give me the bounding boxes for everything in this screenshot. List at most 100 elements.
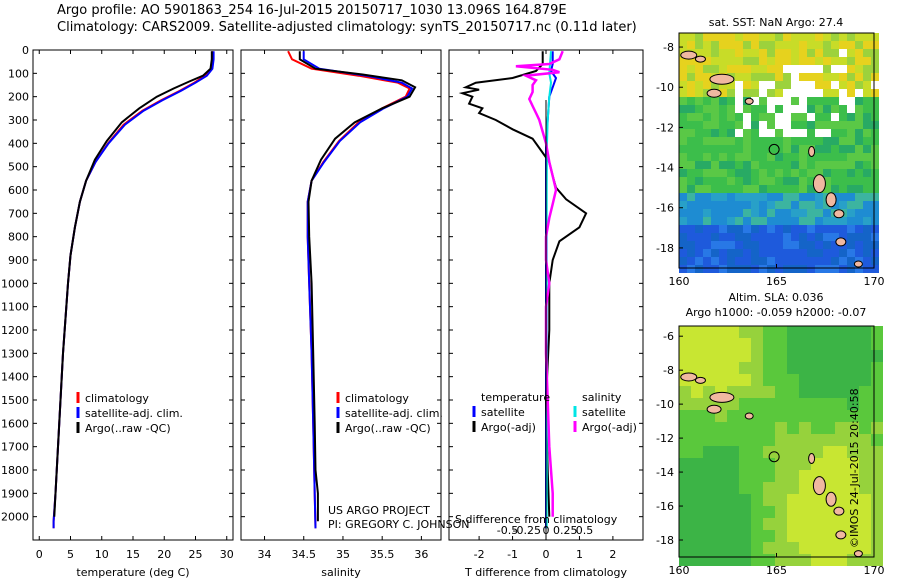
map-cell: [783, 257, 791, 265]
map-cell: [863, 249, 871, 257]
map-cell: [799, 193, 807, 201]
map-cell: [679, 137, 687, 145]
map-cell: [751, 506, 763, 518]
map-cell: [839, 225, 847, 233]
map-cell: [735, 233, 743, 241]
map-cell: [679, 257, 687, 265]
map-cell: [807, 233, 815, 241]
map-cell: [871, 338, 883, 350]
map-cell: [751, 446, 763, 458]
map-cell: [695, 105, 703, 113]
map-cell: [863, 193, 871, 201]
map-cell: [871, 386, 883, 398]
map-cell: [855, 209, 863, 217]
map-cell: [783, 217, 791, 225]
map-cell: [775, 89, 783, 97]
map-cell: [751, 542, 763, 554]
map-cell: [847, 185, 855, 193]
map-cell: [743, 193, 751, 201]
map-cell: [711, 225, 719, 233]
map-cell: [751, 169, 759, 177]
map-cell: [839, 249, 847, 257]
map-cell: [859, 458, 871, 470]
map-cell: [855, 217, 863, 225]
map-cell: [751, 530, 763, 542]
map-cell: [799, 249, 807, 257]
map-cell: [871, 193, 879, 201]
map-cell: [863, 209, 871, 217]
map-cell: [739, 506, 751, 518]
map-cell: [743, 209, 751, 217]
map-cell: [695, 97, 703, 105]
map-cell: [863, 145, 871, 153]
map-cell: [859, 326, 871, 338]
map-cell: [863, 33, 871, 41]
map-cell: [807, 121, 815, 129]
map-cell: [807, 41, 815, 49]
map-cell: [759, 225, 767, 233]
header-title-line1: Argo profile: AO 5901863_254 16-Jul-2015…: [57, 3, 567, 18]
island-shape: [706, 88, 722, 98]
map-cell: [847, 145, 855, 153]
map-cell: [767, 177, 775, 185]
ytick-label: -8: [663, 364, 674, 377]
map-cell: [811, 410, 823, 422]
map-cell: [767, 113, 775, 121]
map-cell: [799, 225, 807, 233]
island-shape: [694, 55, 706, 63]
map-cell: [835, 398, 847, 410]
map-cell: [787, 362, 799, 374]
map-cell: [775, 386, 787, 398]
map-cell: [775, 458, 787, 470]
xtick-label: 34: [258, 548, 272, 561]
xtick-top-label: 0.25: [553, 524, 578, 537]
map-cell: [815, 65, 823, 73]
map-cell: [751, 518, 763, 530]
map-cell: [807, 241, 815, 249]
legend-label: salinity: [582, 391, 622, 404]
map-cell: [815, 137, 823, 145]
map-cell: [791, 193, 799, 201]
map-cell: [743, 161, 751, 169]
map-cell: [831, 257, 839, 265]
map-cell: [695, 81, 703, 89]
map-cell: [751, 362, 763, 374]
map-cell: [711, 161, 719, 169]
map-cell: [847, 470, 859, 482]
map-cell: [679, 153, 687, 161]
map-cell: [679, 518, 691, 530]
map-cell: [727, 33, 735, 41]
island-shape: [833, 209, 845, 219]
map-cell: [711, 121, 719, 129]
map-cell: [815, 241, 823, 249]
map-cell: [823, 542, 835, 554]
xtick-label: 170: [864, 564, 885, 577]
map-cell: [719, 97, 727, 105]
map-cell: [679, 193, 687, 201]
map-cell: [735, 81, 743, 89]
map-cell: [691, 398, 703, 410]
map-cell: [787, 506, 799, 518]
legend-label: climatology: [85, 392, 149, 405]
map-cell: [703, 57, 711, 65]
map-cell: [735, 105, 743, 113]
map-cell: [763, 386, 775, 398]
map-cell: [703, 41, 711, 49]
map-cell: [719, 249, 727, 257]
map-cell: [863, 153, 871, 161]
map-cell: [751, 41, 759, 49]
map-cell: [807, 49, 815, 57]
map-cell: [799, 386, 811, 398]
ytick-label: 600: [8, 184, 29, 197]
map-cell: [847, 169, 855, 177]
map-cell: [823, 530, 835, 542]
map-cell: [691, 470, 703, 482]
map-cell: [763, 434, 775, 446]
map-cell: [703, 73, 711, 81]
map-cell: [695, 137, 703, 145]
map-cell: [871, 113, 879, 121]
map-cell: [703, 145, 711, 153]
map-cell: [871, 153, 879, 161]
map-cell: [859, 422, 871, 434]
map-cell: [823, 410, 835, 422]
